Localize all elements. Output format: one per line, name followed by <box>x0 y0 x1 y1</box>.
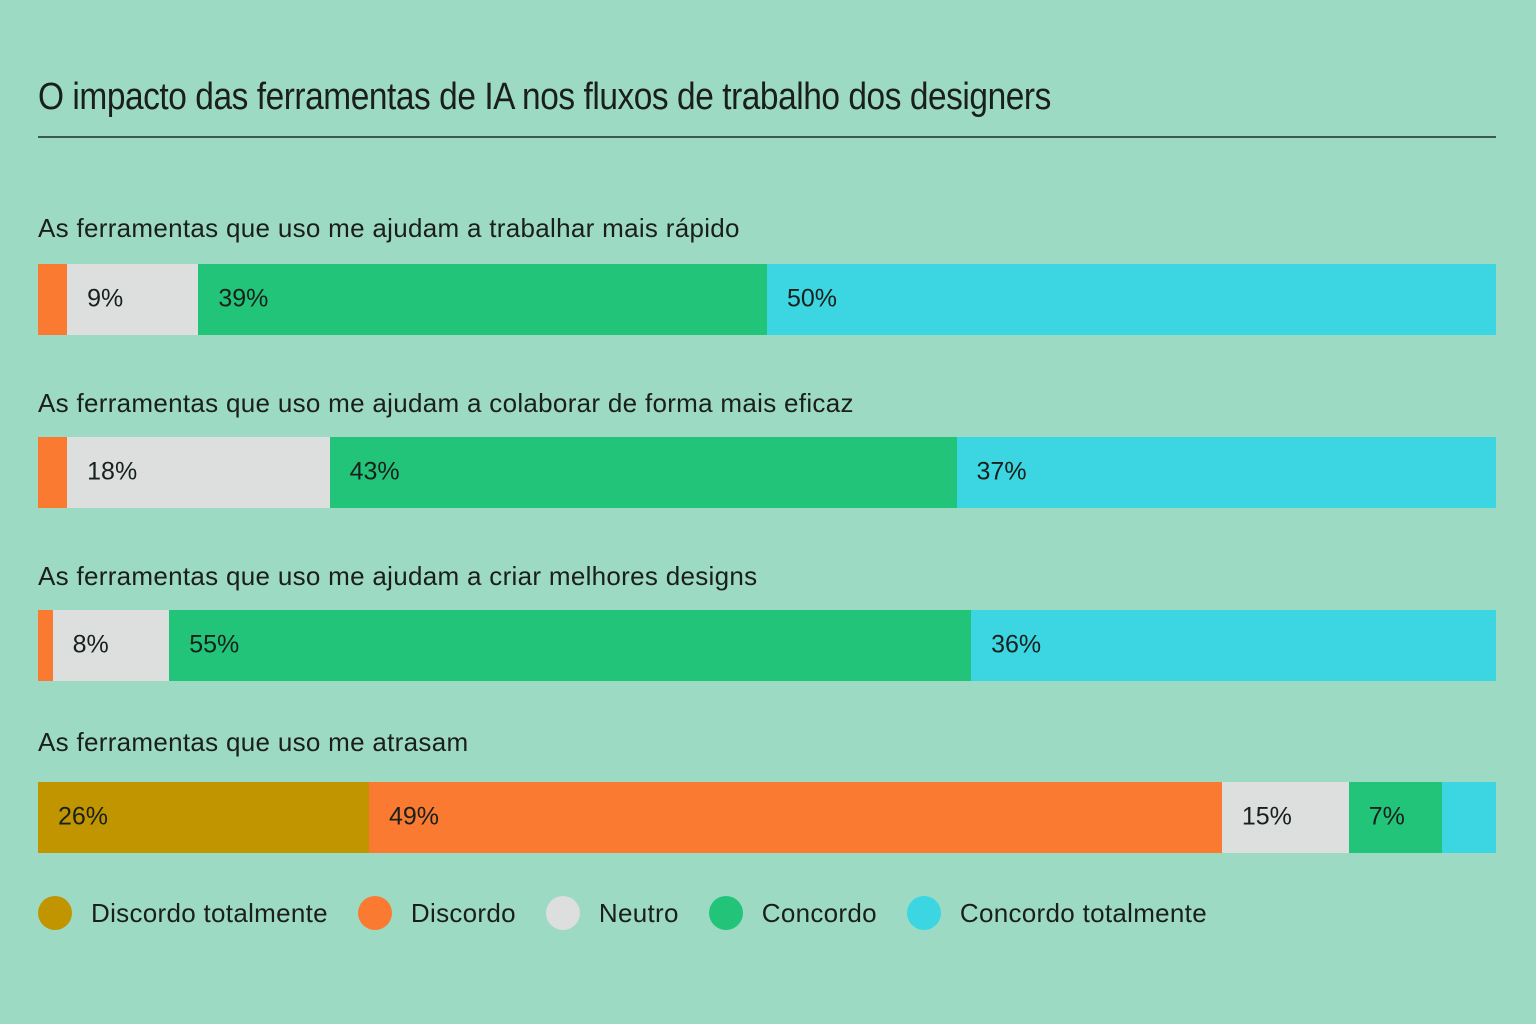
data-label: 49% <box>388 801 439 830</box>
legend-item-neutro: Neutro <box>545 896 679 930</box>
legend-label: Neutro <box>598 897 679 928</box>
chart-legend: Discordo totalmente Discordo Neutro Concord… <box>38 896 1237 930</box>
stacked-bar: 18% 43% 37% <box>38 437 1496 508</box>
question-label: As ferramentas que uso me atrasam <box>38 727 469 757</box>
bar-segment-concordo: 39% <box>198 264 767 335</box>
data-label: 39% <box>218 283 269 312</box>
title-divider <box>38 136 1496 138</box>
data-label: 7% <box>1368 801 1405 830</box>
legend-swatch-icon <box>545 896 580 930</box>
question-label: As ferramentas que uso me ajudam a criar… <box>38 561 758 591</box>
data-label: 37% <box>976 456 1027 485</box>
legend-item-concordo-totalmente: Concordo totalmente <box>906 896 1207 930</box>
legend-swatch-icon <box>708 896 743 930</box>
stacked-bar: 9% 39% 50% <box>38 264 1496 335</box>
legend-label: Concordo totalmente <box>959 897 1207 928</box>
legend-item-concordo: Concordo <box>708 896 877 930</box>
data-label: 15% <box>1241 801 1292 830</box>
legend-label: Discordo totalmente <box>91 897 328 928</box>
stacked-bar: 8% 55% 36% <box>38 610 1496 681</box>
data-label: 43% <box>349 456 400 485</box>
data-label: 50% <box>786 283 838 312</box>
data-label: 8% <box>72 629 109 658</box>
legend-swatch-icon <box>38 896 72 930</box>
bar-segment-discordo <box>38 264 68 335</box>
data-label: 18% <box>87 456 138 485</box>
bar-segment-neutro: 18% <box>67 437 330 508</box>
bar-segment-neutro: 15% <box>1221 782 1349 853</box>
bar-segment-concordo-totalmente <box>1442 782 1496 853</box>
legend-label: Concordo <box>761 897 877 928</box>
bar-segment-neutro: 9% <box>67 264 199 335</box>
question-label: As ferramentas que uso me ajudam a colab… <box>38 388 854 418</box>
bar-segment-discordo <box>38 610 53 681</box>
chart-title: O impacto das ferramentas de IA nos flux… <box>38 76 1051 118</box>
bar-segment-concordo: 43% <box>329 437 957 508</box>
legend-item-discordo: Discordo <box>357 896 516 930</box>
bar-segment-concordo-totalmente: 50% <box>766 264 1496 335</box>
legend-item-discordo-totalmente: Discordo totalmente <box>38 896 328 930</box>
bar-segment-concordo-totalmente: 36% <box>971 610 1496 681</box>
bar-segment-concordo-totalmente: 37% <box>956 437 1496 508</box>
data-label: 55% <box>189 629 240 658</box>
bar-segment-neutro: 8% <box>52 610 170 681</box>
bar-segment-concordo: 7% <box>1348 782 1443 853</box>
legend-swatch-icon <box>906 896 941 930</box>
legend-swatch-icon <box>357 896 392 930</box>
legend-label: Discordo <box>410 897 516 928</box>
bar-segment-concordo: 55% <box>169 610 972 681</box>
question-label: As ferramentas que uso me ajudam a traba… <box>38 213 740 243</box>
data-label: 26% <box>58 801 109 830</box>
data-label: 36% <box>991 629 1042 658</box>
bar-segment-discordo-totalmente: 26% <box>38 782 369 853</box>
bar-segment-discordo: 49% <box>368 782 1222 853</box>
stacked-bar: 26% 49% 15% 7% <box>38 782 1496 853</box>
bar-segment-discordo <box>38 437 68 508</box>
data-label: 9% <box>87 283 124 312</box>
